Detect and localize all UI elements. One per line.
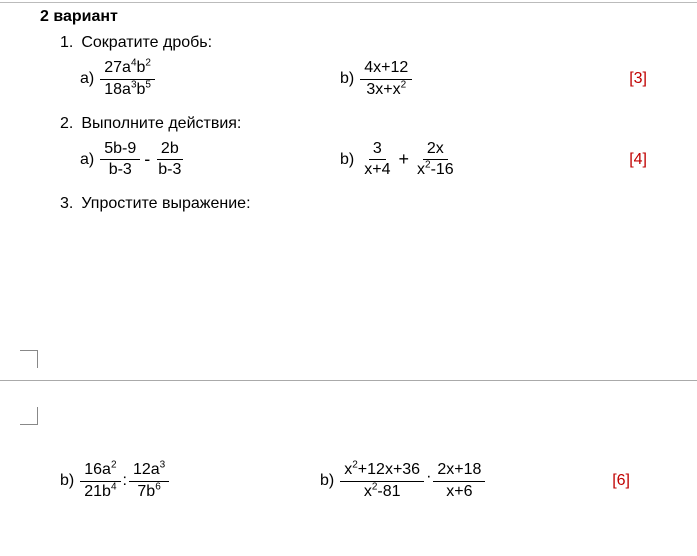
problem-3-points: [6] [612, 472, 630, 490]
problem-2-num: 2. [60, 115, 73, 133]
problem-1-points: [3] [629, 70, 647, 88]
problem-3b-letter: b) [320, 472, 334, 490]
frac-den: b-3 [105, 160, 136, 181]
frac: 2x+18 x+6 [433, 460, 485, 503]
frac-den: x+6 [442, 482, 476, 503]
problem-1b: b) 4x+12 3x+x2 [340, 58, 580, 101]
frac-den: x2-16 [413, 160, 458, 181]
frac: 3 x+4 [360, 139, 394, 182]
frac-num: 27a4b2 [100, 58, 155, 80]
operator: - [144, 149, 150, 170]
problem-1a-letter: a) [80, 70, 94, 88]
frac: 2x x2-16 [413, 139, 458, 182]
frac: x2+12x+36 x2-81 [340, 460, 424, 503]
variant-title: 2 вариант [40, 8, 677, 26]
frac-num: 12a3 [129, 460, 169, 482]
problem-1-expressions: a) 27a4b2 18a3b5 b) 4x+12 3x+x2 [3] [80, 58, 677, 101]
frac-den: 21b4 [80, 482, 120, 503]
problem-1b-fraction: 4x+12 3x+x2 [360, 58, 412, 101]
problem-3-expressions: b) 16a2 21b4 : 12a3 7b6 b) x2+12x+36 x2-… [60, 460, 620, 503]
problem-2b-letter: b) [340, 151, 354, 169]
problem-1-num: 1. [60, 34, 73, 52]
problem-1b-letter: b) [340, 70, 354, 88]
divider-line [0, 380, 697, 381]
problem-3a: b) 16a2 21b4 : 12a3 7b6 [60, 460, 320, 503]
operator: : [123, 472, 127, 490]
operator: + [398, 149, 409, 170]
problem-1-title: Сократите дробь: [81, 34, 212, 52]
frac-num: 16a2 [80, 460, 120, 482]
problem-2b: b) 3 x+4 + 2x x2-16 [340, 139, 580, 182]
problem-1-header: 1. Сократите дробь: [60, 34, 677, 52]
problem-3-title: Упростите выражение: [81, 195, 250, 213]
frac-num: 4x+12 [360, 58, 412, 80]
frac-num: x2+12x+36 [340, 460, 424, 482]
problem-3-header: 3. Упростите выражение: [60, 195, 677, 213]
problem-2-title: Выполните действия: [81, 115, 241, 133]
frac-num: 5b-9 [100, 139, 140, 161]
corner-mark-top [20, 350, 38, 368]
frac-den: b-3 [154, 160, 185, 181]
page-top-border [0, 2, 697, 3]
frac-den: 18a3b5 [100, 80, 155, 101]
frac: 2b b-3 [154, 139, 185, 182]
frac: 12a3 7b6 [129, 460, 169, 503]
problem-2-expressions: a) 5b-9 b-3 - 2b b-3 b) 3 x+4 + 2x x2-16… [80, 139, 677, 182]
problem-3b: b) x2+12x+36 x2-81 · 2x+18 x+6 [320, 460, 620, 503]
problem-2-header: 2. Выполните действия: [60, 115, 677, 133]
frac-den: x2-81 [360, 482, 405, 503]
frac-den: 3x+x2 [362, 80, 410, 101]
frac-den: 7b6 [133, 482, 164, 503]
problem-1a-fraction: 27a4b2 18a3b5 [100, 58, 155, 101]
frac: 5b-9 b-3 [100, 139, 140, 182]
operator: · [426, 468, 431, 486]
problem-2a-letter: a) [80, 151, 94, 169]
frac-num: 2b [157, 139, 183, 161]
problem-3a-letter: b) [60, 472, 74, 490]
problem-2-points: [4] [629, 151, 647, 169]
problem-2a: a) 5b-9 b-3 - 2b b-3 [80, 139, 340, 182]
frac-num: 2x [423, 139, 448, 161]
corner-mark-bottom [20, 407, 38, 425]
frac-num: 2x+18 [433, 460, 485, 482]
frac: 16a2 21b4 [80, 460, 120, 503]
frac-den: x+4 [360, 160, 394, 181]
problem-1a: a) 27a4b2 18a3b5 [80, 58, 340, 101]
frac-num: 3 [369, 139, 386, 161]
problem-3-num: 3. [60, 195, 73, 213]
